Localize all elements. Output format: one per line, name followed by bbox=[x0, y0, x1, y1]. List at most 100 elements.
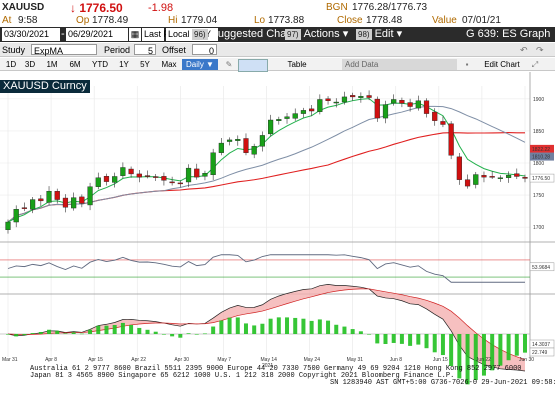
range-ytd-button[interactable]: YTD bbox=[92, 60, 108, 69]
settings-icon[interactable]: ▪ bbox=[465, 60, 469, 69]
year-label: 2021 bbox=[262, 363, 273, 369]
price-tick-label: 1750 bbox=[533, 193, 544, 199]
candle bbox=[218, 142, 224, 153]
candle bbox=[153, 176, 159, 178]
candle bbox=[448, 123, 454, 156]
range-3d-button[interactable]: 3D bbox=[24, 60, 36, 69]
candle bbox=[309, 108, 315, 112]
expand-icon[interactable]: ⤢ bbox=[531, 60, 539, 69]
candle bbox=[128, 168, 134, 175]
undo-icon[interactable]: ↶ bbox=[520, 45, 528, 55]
range-1m-button[interactable]: 1M bbox=[46, 60, 58, 69]
macd-histogram-bar bbox=[408, 334, 413, 346]
candle bbox=[391, 99, 397, 104]
macd-histogram-bar bbox=[104, 325, 109, 334]
range-1d-button[interactable]: 1D bbox=[5, 60, 17, 69]
actions-button[interactable]: 97) Actions ▾ bbox=[285, 27, 348, 42]
candle bbox=[456, 156, 462, 180]
candle bbox=[30, 199, 36, 210]
calendar-icon[interactable]: ▦ bbox=[129, 28, 141, 41]
macd-histogram-bar bbox=[416, 334, 421, 345]
macd-histogram-bar bbox=[285, 317, 290, 334]
edit-chart-button[interactable]: Edit Chart bbox=[484, 60, 520, 69]
edit-button[interactable]: 98) Edit ▾ bbox=[356, 27, 402, 42]
macd-histogram-bar bbox=[137, 327, 142, 334]
period-label: Period bbox=[104, 45, 131, 55]
range-max-button[interactable]: Max bbox=[161, 60, 177, 69]
range-5y-button[interactable]: 5Y bbox=[140, 60, 150, 69]
range-1y-button[interactable]: 1Y bbox=[119, 60, 129, 69]
macd-histogram-bar bbox=[301, 318, 306, 334]
end-date-field[interactable]: 06/29/2021 bbox=[66, 28, 128, 41]
macd-histogram-bar bbox=[211, 326, 216, 334]
price-tag-label: 1810.28 bbox=[532, 155, 550, 161]
redo-icon[interactable]: ↷ bbox=[536, 45, 544, 55]
candle bbox=[358, 96, 364, 98]
price-tick-label: 1850 bbox=[533, 129, 544, 135]
candle bbox=[317, 99, 323, 112]
candle bbox=[202, 173, 208, 177]
time-value: 9:58 bbox=[18, 15, 38, 26]
frequency-select[interactable]: Daily ▼ bbox=[182, 59, 218, 70]
signal-line bbox=[7, 288, 526, 360]
suggested-charts-button[interactable]: 96) Suggested Charts bbox=[192, 27, 299, 42]
macd-histogram-bar bbox=[268, 318, 273, 334]
date-tick-label: Jun 15 bbox=[433, 357, 448, 363]
study-select[interactable]: ExpMA bbox=[31, 44, 97, 56]
price-type-select[interactable]: Last Price bbox=[142, 28, 185, 41]
range-6m-button[interactable]: 6M bbox=[69, 60, 81, 69]
chevron-down-icon: ▾ bbox=[393, 28, 403, 40]
macd-histogram-bar bbox=[481, 334, 486, 376]
candle bbox=[399, 100, 405, 104]
macd-histogram-bar bbox=[260, 323, 265, 334]
candle bbox=[185, 167, 192, 183]
candle bbox=[505, 174, 512, 178]
candle bbox=[350, 95, 356, 98]
candle bbox=[489, 176, 495, 178]
price-tag bbox=[530, 152, 554, 161]
chart-title: XAUUSD Curncy bbox=[0, 80, 90, 93]
period-field[interactable]: 5 bbox=[134, 44, 156, 56]
last-price: ↓ 1776.50 bbox=[70, 1, 123, 15]
candle bbox=[38, 198, 44, 202]
candle bbox=[161, 176, 167, 181]
chart-area[interactable]: 53.9684 14.3037 22.749 1900 1850 1800 1750 17… bbox=[0, 72, 555, 400]
offset-field[interactable]: 0 bbox=[192, 44, 217, 56]
draw-tool-icon[interactable]: ✎ bbox=[225, 60, 233, 69]
macd-histogram-bar bbox=[473, 334, 478, 381]
add-data-input[interactable]: Add Data bbox=[342, 59, 457, 70]
study-label: Study bbox=[2, 45, 26, 55]
macd-histogram-bar bbox=[326, 320, 331, 334]
candle bbox=[95, 177, 101, 187]
footer-line-3: SN 1283940 AST GMT+5:00 G736-7026-0 29-J… bbox=[330, 379, 555, 387]
open-label: Op bbox=[76, 15, 90, 26]
table-button[interactable]: Table bbox=[287, 60, 307, 69]
date-tick-label: Jun 30 bbox=[519, 357, 534, 363]
candle bbox=[251, 146, 257, 155]
quote-header: XAUUSD ↓ 1776.50 -1.98 BGN 1776.28/1776.… bbox=[0, 0, 555, 32]
chart-grid bbox=[0, 72, 555, 357]
macd-histogram-bar bbox=[38, 331, 43, 334]
macd-histogram-bar bbox=[399, 334, 404, 344]
macd-histogram-bar bbox=[498, 334, 503, 366]
high-label: Hi bbox=[168, 15, 178, 26]
macd-histogram-bar bbox=[88, 329, 93, 334]
macd-histogram-bar bbox=[6, 334, 10, 335]
edit-num: 98) bbox=[356, 29, 372, 40]
page-title: G 639: ES Graph bbox=[466, 28, 551, 40]
start-date-field[interactable]: 03/30/2021 bbox=[2, 28, 60, 41]
macd-histogram-bar bbox=[358, 331, 363, 334]
date-tick-label: Apr 8 bbox=[45, 357, 57, 363]
value-date: 07/01/21 bbox=[462, 15, 501, 26]
candle bbox=[54, 191, 60, 200]
macd-histogram-bar bbox=[14, 334, 19, 337]
price-change: -1.98 bbox=[148, 2, 174, 14]
price-tick-label: 1700 bbox=[533, 225, 544, 231]
macd-histogram-bar bbox=[202, 333, 207, 335]
price-chart[interactable]: 53.9684 14.3037 22.749 1900 1850 1800 1750 17… bbox=[0, 72, 555, 400]
low-label: Lo bbox=[254, 15, 266, 26]
candle bbox=[522, 177, 528, 179]
macd-histogram-bar bbox=[440, 334, 445, 356]
candle bbox=[21, 207, 28, 209]
color-swatch[interactable] bbox=[238, 59, 268, 72]
